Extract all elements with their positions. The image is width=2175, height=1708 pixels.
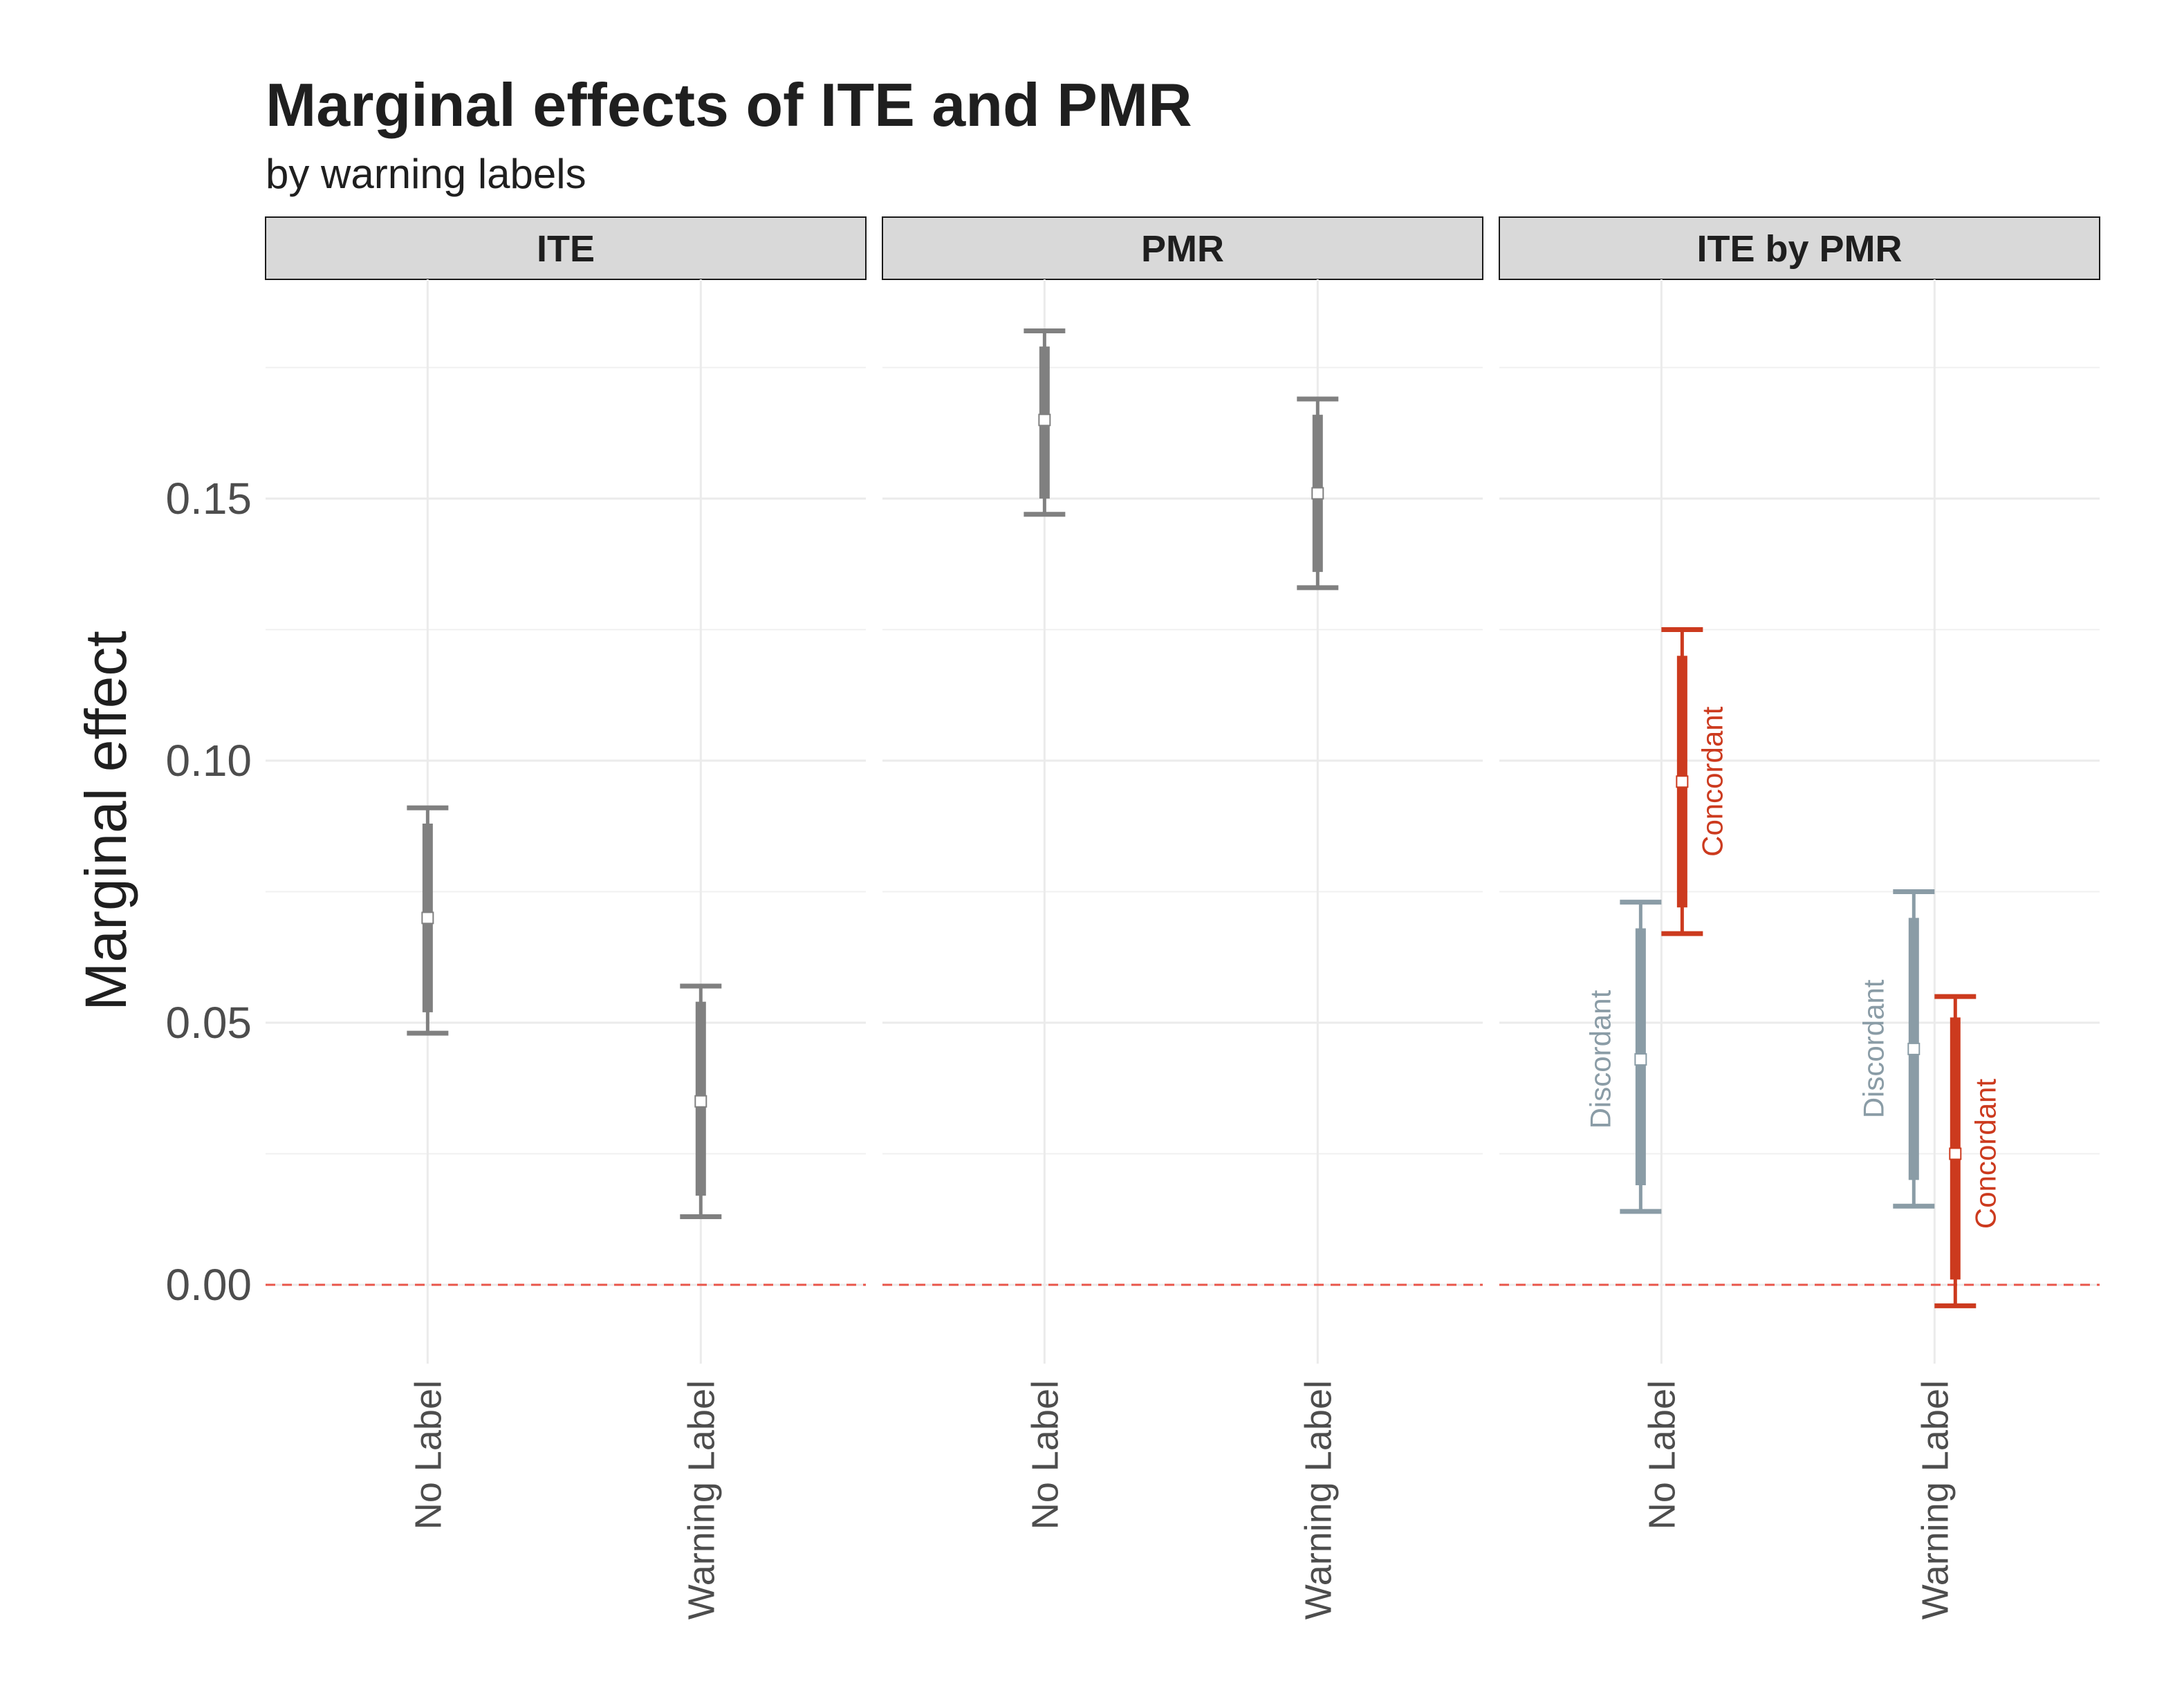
- y-tick-label: 0.05: [165, 998, 252, 1048]
- chart-title: Marginal effects of ITE and PMR: [266, 71, 1192, 139]
- x-tick-label: No Label: [1024, 1380, 1066, 1530]
- facet-panel: ITE by PMR No Label Warning Label Discordan…: [1499, 216, 2100, 1619]
- point-estimate: [421, 911, 434, 925]
- error-bar: Discordant: [1584, 900, 1662, 1214]
- facet-panels: ITE No Label Warning Label PMR No Label Warni…: [265, 216, 2100, 1619]
- error-bar: Concordant: [1661, 627, 1728, 936]
- series-label: Concordant: [1969, 1079, 2001, 1229]
- y-axis-label: Marginal effect: [73, 631, 138, 1010]
- facet-strip: [1499, 216, 2100, 280]
- series-label: Discordant: [1857, 979, 1889, 1118]
- facet-strip-label: ITE: [537, 228, 595, 270]
- facet-panel: PMR No Label Warning Label: [882, 216, 1483, 1619]
- error-bar: Discordant: [1857, 889, 1935, 1209]
- y-tick-label: 0.15: [165, 474, 252, 523]
- facet-strip: [265, 216, 867, 280]
- error-bar: [1024, 328, 1066, 517]
- point-estimate: [1311, 487, 1324, 500]
- facet-strip: [882, 216, 1483, 280]
- facet-strip-label: ITE by PMR: [1696, 228, 1902, 270]
- x-tick-label: Warning Label: [1297, 1380, 1339, 1619]
- y-tick-labels: 0.00 0.05 0.10 0.15: [165, 474, 252, 1310]
- point-estimate: [1949, 1147, 1962, 1160]
- facet-strip-label: PMR: [1141, 228, 1224, 270]
- facet-panel: ITE No Label Warning Label: [265, 216, 867, 1619]
- series-label: Concordant: [1696, 706, 1728, 856]
- point-estimate: [1907, 1042, 1921, 1055]
- x-tick-label: No Label: [407, 1380, 449, 1530]
- error-bar: Concordant: [1934, 994, 2001, 1308]
- error-bar: [1297, 396, 1339, 591]
- chart-subtitle: by warning labels: [266, 151, 586, 197]
- x-tick-label: No Label: [1641, 1380, 1683, 1530]
- point-estimate: [694, 1095, 707, 1108]
- point-estimate: [1634, 1053, 1647, 1066]
- point-estimate: [1038, 414, 1051, 427]
- x-tick-label: Warning Label: [1914, 1380, 1956, 1619]
- y-tick-label: 0.00: [165, 1260, 252, 1310]
- point-estimate: [1676, 775, 1689, 788]
- error-bar: [680, 983, 722, 1219]
- series-label: Discordant: [1584, 990, 1616, 1129]
- error-bar: [407, 805, 449, 1036]
- x-tick-label: Warning Label: [681, 1380, 722, 1619]
- y-tick-label: 0.10: [165, 736, 252, 786]
